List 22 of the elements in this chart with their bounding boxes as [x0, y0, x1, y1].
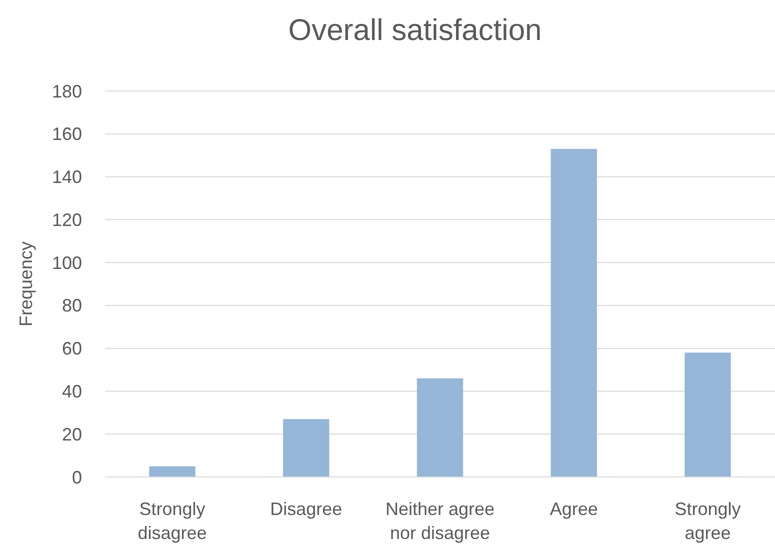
bar — [684, 352, 731, 477]
y-tick-label: 80 — [62, 296, 82, 316]
x-tick-label: Strongly disagree — [138, 499, 207, 543]
y-tick-label: 0 — [72, 467, 82, 488]
y-tick-label: 140 — [52, 167, 82, 188]
x-tick-label: Agree — [550, 499, 598, 519]
x-tick-label: Neither agree nor disagree — [385, 499, 495, 543]
bar — [149, 466, 196, 477]
y-tick-label: 120 — [52, 210, 82, 230]
y-axis-title: Frequency — [16, 241, 36, 327]
y-tick-label: 60 — [62, 338, 82, 359]
bar — [416, 378, 464, 477]
y-tick-label: 40 — [62, 382, 82, 402]
y-tick-label: 180 — [52, 81, 82, 102]
bar — [283, 419, 330, 477]
y-tick-label: 160 — [52, 124, 82, 144]
x-tick-label: Disagree — [270, 499, 342, 519]
x-tick-label: Strongly agree — [674, 499, 741, 543]
y-tick-label: 20 — [62, 424, 82, 444]
bar — [550, 148, 597, 477]
y-tick-label: 100 — [52, 252, 82, 273]
chart-title: Overall satisfaction — [288, 14, 542, 47]
